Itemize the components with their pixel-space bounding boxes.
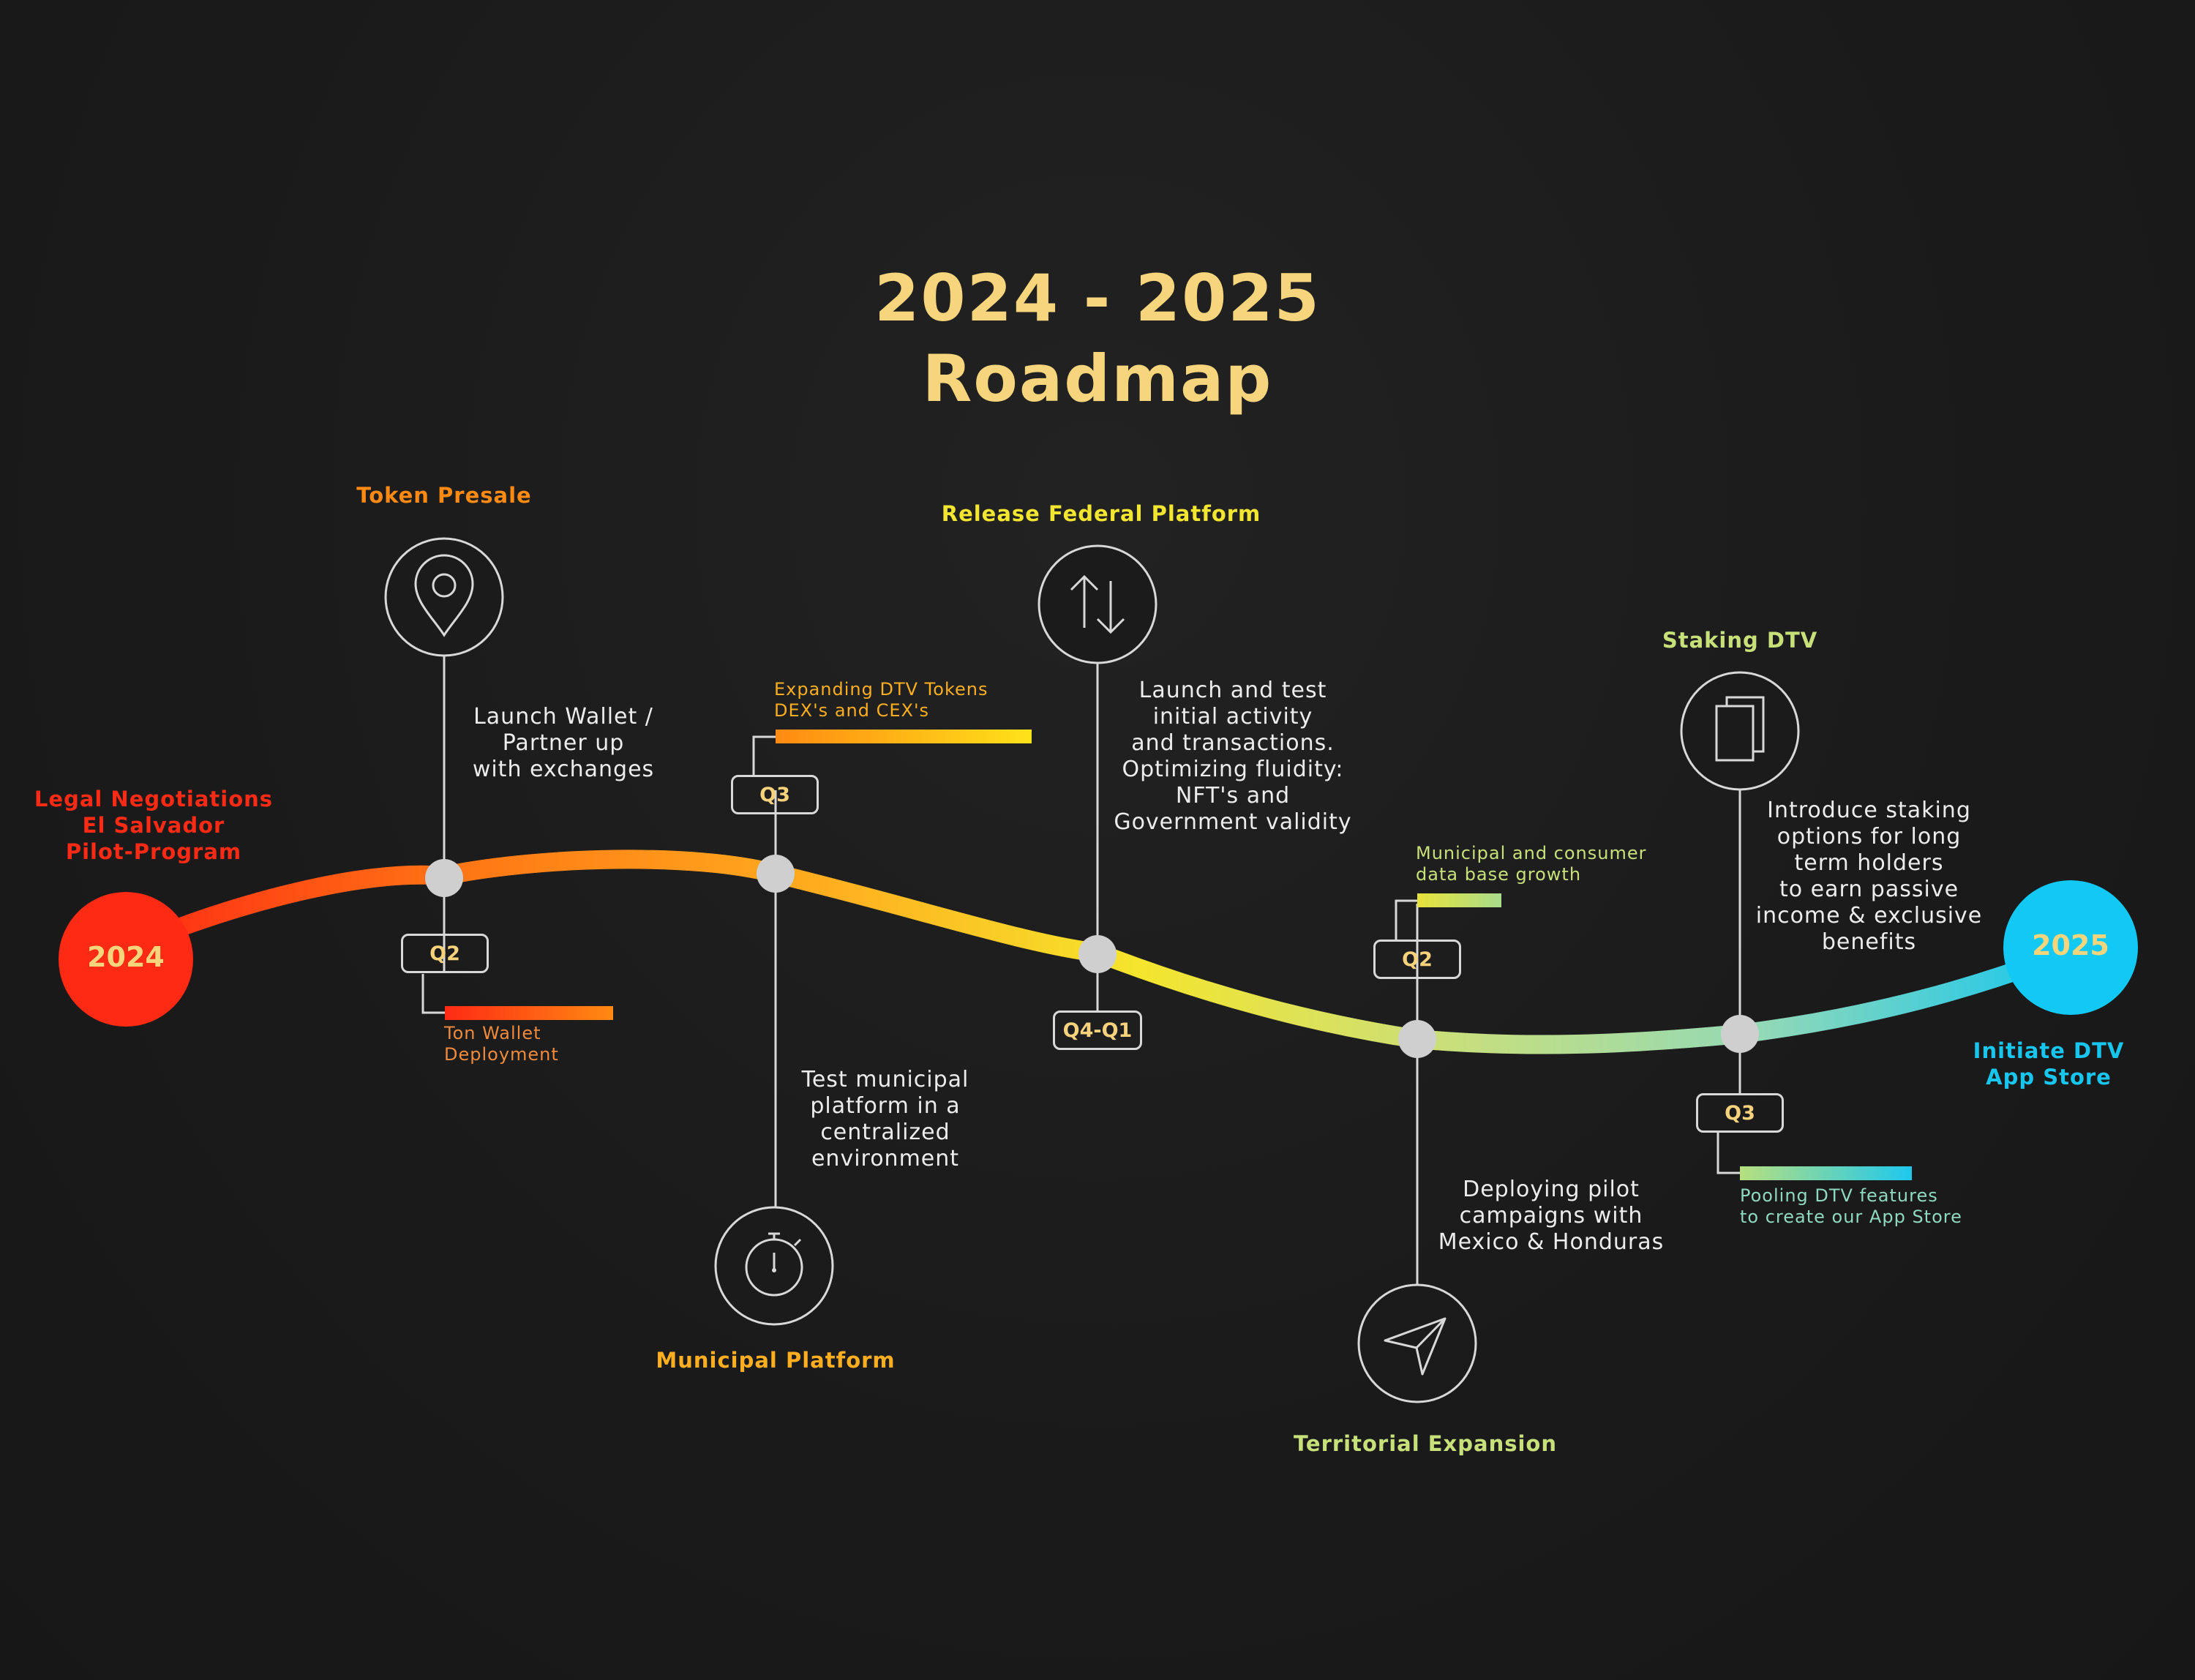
note-connector-4 xyxy=(1395,899,1419,940)
milestone-desc-federal: Launch and test initial activity and tra… xyxy=(1114,678,1352,835)
quarter-label-4: Q2 xyxy=(1402,948,1433,971)
quarter-label-1: Q2 xyxy=(429,942,460,965)
note-bar-dex-cex xyxy=(776,730,1032,743)
note-dex-cex: Expanding DTV Tokens DEX's and CEX's xyxy=(774,679,988,721)
milestone-desc-token-presale: Launch Wallet / Partner up with exchange… xyxy=(472,704,655,782)
timeline-node-3 xyxy=(1078,935,1117,973)
quarter-badge-1: Q2 xyxy=(401,934,489,973)
quarter-label-2: Q3 xyxy=(759,783,790,806)
end-year-circle xyxy=(2003,880,2138,1015)
title-years: 2024 - 2025 xyxy=(874,260,1321,336)
milestone-desc-staking: Introduce staking options for long term … xyxy=(1755,798,1983,955)
up-down-arrows-icon xyxy=(1038,544,1157,664)
timeline-node-2 xyxy=(757,855,795,893)
note-bar-pooling xyxy=(1740,1166,1912,1180)
note-ton-wallet: Ton Wallet Deployment xyxy=(444,1023,559,1065)
stopwatch-icon xyxy=(714,1206,834,1326)
copy-pages-icon xyxy=(1680,671,1800,791)
milestone-title-staking: Staking DTV xyxy=(1662,628,1818,653)
timeline-node-4 xyxy=(1398,1020,1436,1058)
quarter-badge-2: Q3 xyxy=(731,775,819,814)
end-year: 2025 xyxy=(2032,929,2109,961)
milestone-title-federal: Release Federal Platform xyxy=(941,501,1261,526)
start-year: 2024 xyxy=(87,941,165,973)
note-pooling: Pooling DTV features to create our App S… xyxy=(1740,1185,1962,1227)
map-pin-icon xyxy=(384,537,504,657)
start-year-circle xyxy=(59,892,193,1027)
send-arrow-icon xyxy=(1357,1283,1477,1403)
title-roadmap: Roadmap xyxy=(922,341,1273,416)
milestone-desc-territorial: Deploying pilot campaigns with Mexico & … xyxy=(1438,1177,1665,1255)
note-bar-ton-wallet xyxy=(445,1006,613,1020)
quarter-badge-4: Q2 xyxy=(1373,940,1461,979)
note-connector-2 xyxy=(752,735,777,776)
milestone-desc-municipal: Test municipal platform in a centralized… xyxy=(801,1067,969,1171)
milestone-title-municipal: Municipal Platform xyxy=(656,1348,896,1373)
note-connector-1 xyxy=(421,974,446,1014)
start-label: Legal Negotiations El Salvador Pilot-Pro… xyxy=(34,787,274,864)
quarter-label-5: Q3 xyxy=(1725,1101,1755,1125)
note-database: Municipal and consumer data base growth xyxy=(1416,843,1647,885)
note-bar-database xyxy=(1417,893,1501,907)
end-label: Initiate DTV App Store xyxy=(1973,1038,2125,1090)
note-connector-5 xyxy=(1716,1133,1741,1174)
quarter-badge-5: Q3 xyxy=(1696,1093,1784,1133)
timeline-node-5 xyxy=(1721,1015,1759,1053)
milestone-title-territorial: Territorial Expansion xyxy=(1293,1431,1558,1456)
quarter-label-3: Q4-Q1 xyxy=(1062,1019,1133,1042)
timeline-node-1 xyxy=(425,859,463,897)
milestone-title-token-presale: Token Presale xyxy=(356,483,532,508)
quarter-badge-3: Q4-Q1 xyxy=(1053,1010,1142,1050)
